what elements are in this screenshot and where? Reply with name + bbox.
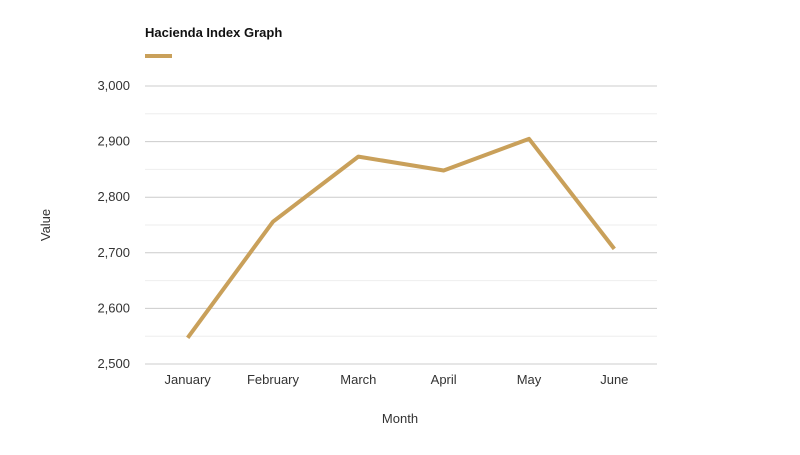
y-tick-label: 2,500 bbox=[97, 356, 130, 371]
y-axis-ticks: 2,500 2,600 2,700 2,800 2,900 3,000 bbox=[97, 78, 130, 371]
y-tick-label: 2,600 bbox=[97, 300, 130, 315]
legend-series-label: Hacienda Index Graph bbox=[145, 25, 282, 40]
series-layer bbox=[186, 136, 616, 340]
x-tick-label: April bbox=[431, 372, 457, 387]
y-tick-label: 2,900 bbox=[97, 134, 130, 149]
series-line bbox=[186, 136, 616, 340]
x-tick-label: March bbox=[340, 372, 376, 387]
y-tick-label: 2,800 bbox=[97, 189, 130, 204]
y-tick-label: 3,000 bbox=[97, 78, 130, 93]
x-axis-title: Month bbox=[382, 411, 418, 426]
x-tick-label: May bbox=[517, 372, 542, 387]
y-axis-title: Value bbox=[38, 209, 53, 241]
x-tick-label: June bbox=[600, 372, 628, 387]
x-tick-label: February bbox=[247, 372, 300, 387]
y-tick-label: 2,700 bbox=[97, 245, 130, 260]
legend: Hacienda Index Graph bbox=[145, 25, 282, 58]
x-tick-label: January bbox=[165, 372, 212, 387]
x-axis-ticks: January February March April May June bbox=[165, 372, 629, 387]
gridlines bbox=[145, 85, 657, 365]
